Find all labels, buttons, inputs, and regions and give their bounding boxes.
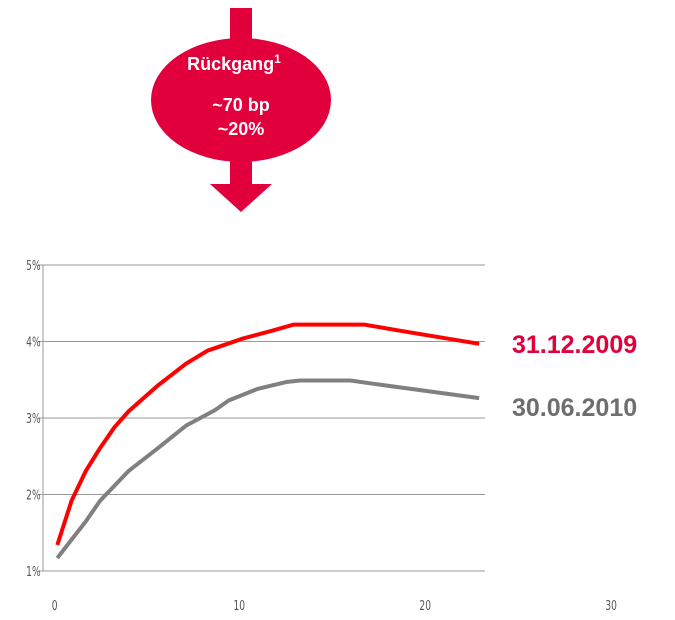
legend-label: 30.06.2010 [512,394,637,422]
annotation-ellipse [151,38,331,162]
y-tick-label: 5% [26,258,41,273]
y-tick-label: 1% [26,564,41,579]
annotation-title: Rückgang1 [187,52,281,74]
y-tick-label: 4% [26,335,41,350]
y-tick-label: 3% [26,411,41,426]
series-line [55,322,480,546]
annotation-line: ~70 bp [212,95,270,115]
footnote-mark: 1 [274,52,281,66]
x-tick-label: 20 [419,598,431,613]
annotation-title-text: Rückgang [187,54,274,74]
arrow-head [210,184,272,212]
y-tick-label: 2% [26,488,41,503]
x-tick-label: 30 [605,598,617,613]
annotation: Rückgang1 ~70 bp ~20% [151,8,331,212]
annotation-line: ~20% [218,119,265,139]
x-tick-label: 0 [52,598,58,613]
legend-label: 31.12.2009 [512,331,637,359]
series-line [55,378,480,560]
x-tick-label: 10 [234,598,246,613]
